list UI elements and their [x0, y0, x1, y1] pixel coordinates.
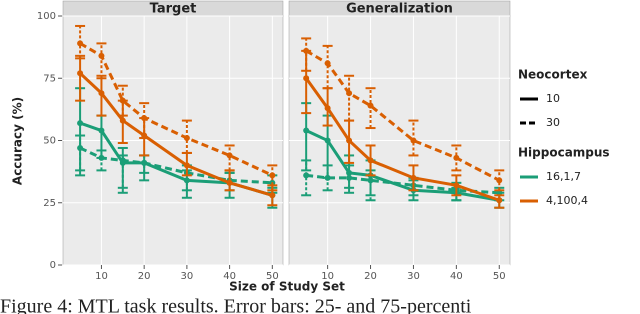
point [324, 137, 331, 144]
point [183, 135, 190, 142]
point [98, 90, 105, 97]
panel-title: Target [150, 2, 197, 17]
x-tick-label: 50 [266, 271, 279, 282]
point [496, 177, 503, 184]
y-tick-label: 50 [43, 136, 56, 147]
legend-title: Neocortex [518, 68, 588, 82]
y-tick-label: 0 [50, 260, 56, 271]
point [226, 152, 233, 159]
y-axis-title: Accuracy (%) [11, 97, 25, 185]
point [303, 75, 310, 82]
point [410, 137, 417, 144]
point [303, 127, 310, 134]
point [324, 105, 331, 112]
legend-label: 4,100,4 [546, 194, 588, 207]
point [98, 52, 105, 59]
legend-label: 16,1,7 [546, 170, 581, 183]
point [324, 174, 331, 181]
x-axis-title: Size of Study Set [229, 280, 345, 294]
point [453, 182, 460, 189]
point [141, 115, 148, 122]
point [453, 154, 460, 161]
point [141, 159, 148, 166]
point [77, 144, 84, 151]
x-tick-label: 50 [493, 271, 506, 282]
point [183, 177, 190, 184]
legend-label: 10 [546, 92, 560, 105]
point [77, 70, 84, 77]
point [346, 90, 353, 97]
point [303, 47, 310, 54]
legend-label: 30 [546, 116, 560, 129]
x-tick-label: 20 [138, 271, 151, 282]
point [367, 177, 374, 184]
point [269, 172, 276, 179]
point [226, 179, 233, 186]
x-tick-label: 30 [407, 271, 420, 282]
point [367, 157, 374, 164]
point [119, 157, 126, 164]
x-tick-label: 10 [321, 271, 334, 282]
legend-title: Hippocampus [518, 146, 610, 160]
y-tick-label: 75 [43, 73, 56, 84]
panel-title: Generalization [346, 2, 453, 17]
point [410, 174, 417, 181]
x-tick-label: 40 [223, 271, 236, 282]
point [119, 97, 126, 104]
x-tick-label: 40 [450, 271, 463, 282]
point [77, 40, 84, 47]
point [98, 154, 105, 161]
point [367, 102, 374, 109]
x-tick-label: 20 [364, 271, 377, 282]
point [346, 169, 353, 176]
point [269, 192, 276, 199]
point [496, 197, 503, 204]
point [119, 117, 126, 124]
caption: Figure 4: MTL task results. Error bars: … [0, 296, 472, 314]
y-tick-label: 100 [37, 11, 56, 22]
point [346, 137, 353, 144]
point [346, 174, 353, 181]
point [98, 127, 105, 134]
y-tick-label: 25 [43, 198, 56, 209]
point [77, 120, 84, 127]
x-tick-label: 30 [181, 271, 194, 282]
point [324, 60, 331, 67]
x-tick-label: 10 [95, 271, 108, 282]
point [303, 172, 310, 179]
point [183, 162, 190, 169]
